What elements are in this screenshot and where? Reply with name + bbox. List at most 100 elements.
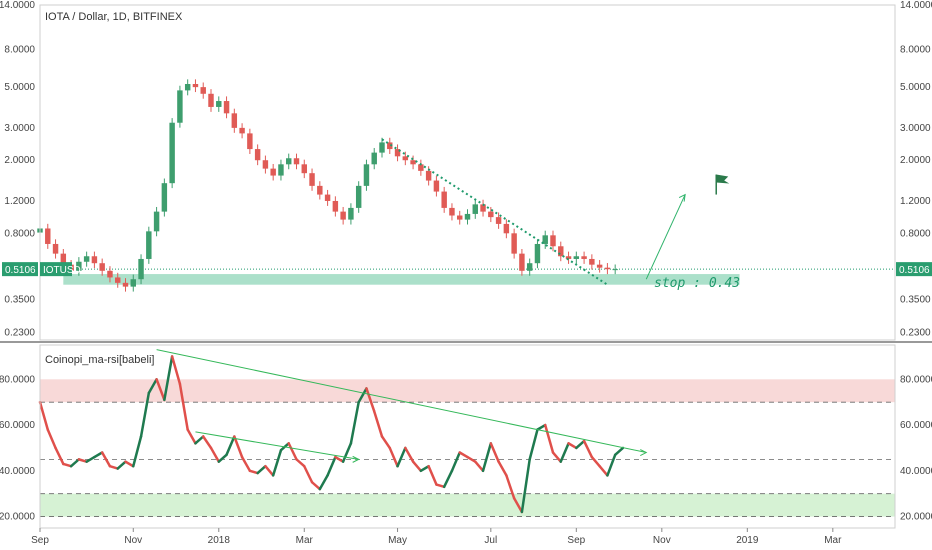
candle-body [184,84,191,91]
rsi-line-segment [264,464,275,477]
x-tick-label: Sep [567,535,585,546]
rsi-line-segment [466,455,477,463]
candle-body [534,243,541,264]
rsi-line-segment [124,460,135,468]
candle-body [464,213,471,220]
rsi-line-segment [100,451,112,468]
candle-body [262,160,269,169]
rsi-line-segment [388,446,399,468]
rsi-line-segment [139,391,151,438]
rsi-line-segment [310,481,322,491]
candle-body [317,185,323,195]
rsi-line-segment [380,435,392,450]
candle-body [115,277,121,283]
candle-body [573,256,580,259]
candle-body [239,127,245,134]
candle-body [542,235,548,244]
rsi-line-segment [357,387,368,404]
rsi-line-segment [474,460,485,473]
candle-body [394,149,401,157]
rsi-line-segment [108,464,119,470]
price-y-tick-left: 0.2300 [4,328,35,339]
rsi-line-segment [217,453,228,463]
price-y-tick-left: 3.0000 [4,123,35,134]
rsi-y-tick-right: 60.0000 [900,420,932,431]
candle-body [363,164,370,186]
rsi-line-segment [318,474,329,491]
rsi-line-segment [528,428,539,461]
candle-body [138,258,144,280]
price-y-tick-right: 0.2300 [900,328,931,339]
rsi-line-segment [132,435,143,468]
price-y-tick-right: 8.0000 [900,45,931,56]
price-y-tick-left: 5.0000 [4,82,35,93]
candle-body [581,256,587,259]
candle-body [223,101,230,114]
candle-body [146,231,152,259]
rsi-frame [39,344,896,529]
rsi-line-segment [201,435,213,450]
candle-body [503,223,510,234]
candle-body [45,228,51,244]
rsi-line-segment [489,442,500,463]
rsi-line-segment [54,446,65,466]
x-tick-label: Nov [124,535,142,546]
candle-body [441,191,447,208]
candle-body [519,253,525,271]
rsi-line-segment [497,460,508,477]
candle-body [332,200,339,212]
last-price-tag-left-text: 0.5106 [5,265,36,276]
rsi-line-segment [77,458,88,463]
rsi-line-segment [575,439,586,450]
rsi-line-segment [334,455,345,463]
candle-body [177,90,183,123]
price-y-tick-left: 0.3500 [4,294,35,305]
price-pane: stop : 0.43 [37,79,895,292]
price-y-tick-left: 0.8000 [4,228,35,239]
candle-body [340,211,346,220]
rsi-line-segment [442,469,454,489]
price-y-tick-right: 1.2000 [900,196,931,207]
candle-body [526,263,533,271]
last-price-tag-right [896,262,932,277]
rsi-line-segment [450,451,461,473]
rsi-line-segment [404,446,415,463]
rsi-trendline-arrowhead [352,455,360,463]
candle-body [200,87,206,94]
rsi-line-segment [209,446,221,463]
price-y-tick-left: 8.0000 [4,45,35,56]
candle-body [495,217,502,224]
candle-body [550,235,556,247]
rsi-line-segment [295,458,306,468]
price-y-tick-right: 3.0000 [900,123,931,134]
rsi-line-segment [341,442,353,463]
candle-body [254,149,261,161]
price-y-tick-right: 0.8000 [900,228,931,239]
candle-body [309,173,315,186]
rsi-line-segment [147,378,158,395]
rsi-line-segment [69,458,81,468]
x-tick-label: Nov [653,535,671,546]
candle-body [324,194,331,201]
rsi-line-segment [372,410,384,438]
candle-body [153,211,160,232]
candle-body [301,164,307,174]
x-tick-label: Sep [31,535,49,546]
candle-body [558,246,564,257]
chart-title: IOTA / Dollar, 1D, BITFINEX [45,11,183,23]
candle-body [91,256,98,264]
candle-body [511,233,517,254]
candle-body [379,142,385,153]
candle-body [355,185,362,208]
candle-body [480,204,486,212]
candle-body [348,207,354,220]
candle-body [216,101,222,107]
candle-body [425,170,432,181]
candle-body [286,158,292,165]
rsi-line-segment [240,455,252,473]
rsi-line-segment [38,400,50,431]
rsi-y-tick-left: 60.0000 [0,420,35,431]
rsi-y-tick-right: 40.0000 [900,466,932,477]
candle-body [208,93,214,107]
